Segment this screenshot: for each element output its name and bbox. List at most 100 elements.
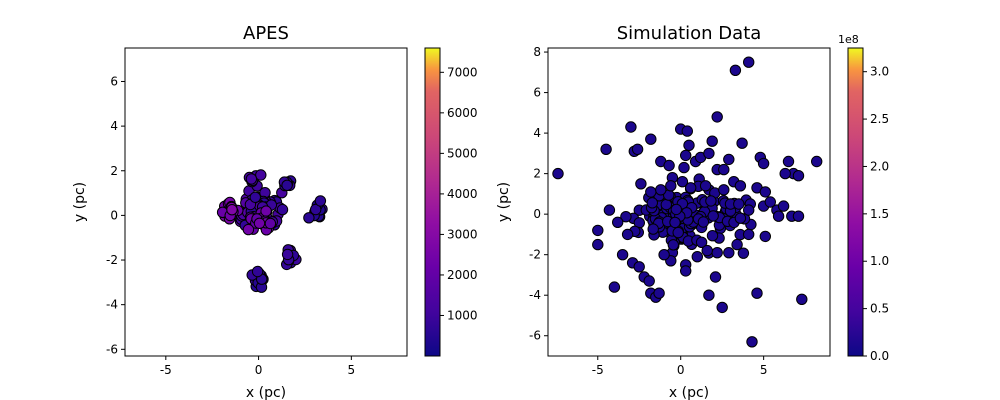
x-tick-label: 0 bbox=[255, 363, 263, 377]
colorbar-tick-label: 1.5 bbox=[870, 207, 889, 221]
scatter-point bbox=[711, 247, 723, 259]
scatter-point bbox=[303, 212, 315, 224]
scatter-point bbox=[665, 180, 677, 192]
scatter-point bbox=[310, 203, 322, 216]
scatter-point bbox=[699, 180, 712, 192]
scatter-point bbox=[643, 275, 655, 287]
x-axis: -5 0 5 bbox=[160, 356, 355, 377]
scatter-point bbox=[703, 289, 715, 301]
colorbar-tick-label: 6000 bbox=[447, 106, 478, 120]
scatter-point bbox=[552, 167, 564, 180]
scatter-point bbox=[716, 301, 728, 314]
plot-frame bbox=[547, 47, 831, 357]
scatter-point bbox=[733, 198, 745, 210]
y-axis: -6 -4 -2 0 2 4 6 bbox=[106, 74, 125, 356]
chart-title: APES bbox=[243, 23, 289, 44]
scatter-point bbox=[764, 196, 776, 208]
colorbar-gradient bbox=[847, 47, 864, 357]
colorbar-tick-label: 1.0 bbox=[870, 254, 889, 268]
scatter-point bbox=[706, 135, 718, 147]
colorbar-tick-label: 3000 bbox=[447, 227, 478, 241]
colorbar: 1e8 0.0 0.5 1.0 1.5 2.0 2.5 3.0 bbox=[838, 33, 889, 363]
scatter-point bbox=[592, 224, 604, 237]
scatter-point bbox=[635, 178, 647, 190]
scatter-point bbox=[718, 163, 730, 176]
y-tick-label: -4 bbox=[529, 288, 541, 302]
scatter-point bbox=[701, 244, 713, 257]
colorbar-gradient bbox=[424, 47, 441, 357]
scatter-point bbox=[245, 173, 258, 185]
y-tick-label: 0 bbox=[110, 208, 118, 222]
y-tick-label: 0 bbox=[533, 207, 541, 221]
colorbar-tick-label: 0.5 bbox=[870, 302, 889, 316]
colorbar-tick-label: 2.0 bbox=[870, 159, 889, 173]
scatter-point bbox=[731, 238, 743, 251]
scatter-point bbox=[685, 182, 697, 194]
scatter-points bbox=[216, 169, 328, 293]
y-tick-label: -6 bbox=[529, 329, 541, 343]
scatter-point bbox=[281, 248, 294, 261]
colorbar-tick-label: 4000 bbox=[447, 187, 478, 201]
scatter-point bbox=[663, 159, 675, 172]
scatter-point bbox=[676, 176, 689, 188]
scatter-point bbox=[625, 121, 637, 133]
scatter-point bbox=[737, 247, 750, 259]
plot-frame bbox=[124, 47, 408, 357]
colorbar-tick-label: 0.0 bbox=[870, 349, 889, 363]
scatter-point bbox=[608, 281, 621, 293]
scatter-point bbox=[772, 210, 785, 222]
scatter-point bbox=[695, 236, 708, 249]
y-tick-label: -2 bbox=[106, 253, 118, 267]
x-tick-label: 0 bbox=[677, 363, 685, 377]
colorbar-tick-label: 2000 bbox=[447, 268, 478, 282]
scatter-point bbox=[281, 179, 293, 192]
scatter-point bbox=[746, 336, 758, 348]
chart-title: Simulation Data bbox=[617, 23, 762, 44]
scatter-point bbox=[691, 251, 703, 263]
x-tick-label: 5 bbox=[760, 363, 768, 377]
apes-panel: APES -5 0 5 -6 -4 -2 0 2 4 6 x (pc) y (pc) 1000 2… bbox=[72, 23, 478, 400]
scatter-point bbox=[645, 133, 657, 145]
scatter-point bbox=[734, 180, 747, 192]
scatter-point bbox=[653, 287, 665, 299]
x-tick-label: 5 bbox=[348, 363, 356, 377]
scatter-point bbox=[314, 195, 327, 207]
scatter-point bbox=[669, 216, 681, 229]
scatter-point bbox=[646, 197, 658, 209]
scatter-point bbox=[743, 204, 755, 216]
colorbar-offset-label: 1e8 bbox=[838, 33, 859, 46]
scatter-point bbox=[592, 238, 604, 251]
scatter-point bbox=[242, 223, 255, 236]
scatter-point bbox=[711, 111, 723, 123]
scatter-point bbox=[631, 143, 644, 156]
scatter-point bbox=[603, 204, 616, 216]
colorbar-tick-label: 7000 bbox=[447, 65, 478, 79]
scatter-point bbox=[670, 203, 682, 216]
scatter-point bbox=[616, 249, 629, 261]
x-axis: -5 0 5 bbox=[592, 356, 768, 377]
y-tick-label: 2 bbox=[110, 164, 118, 178]
scatter-point bbox=[759, 186, 771, 198]
scatter-point bbox=[680, 149, 692, 162]
x-tick-label: -5 bbox=[160, 363, 172, 377]
scatter-point bbox=[706, 230, 719, 242]
scatter-point bbox=[683, 139, 695, 152]
scatter-point bbox=[718, 184, 730, 196]
scatter-point bbox=[249, 191, 262, 204]
scatter-point bbox=[796, 293, 808, 305]
scatter-point bbox=[260, 205, 272, 217]
scatter-point bbox=[743, 56, 755, 68]
y-tick-label: 2 bbox=[533, 167, 541, 181]
scatter-point bbox=[681, 125, 693, 137]
scatter-point bbox=[633, 261, 645, 273]
scatter-point bbox=[612, 216, 624, 229]
scatter-point bbox=[621, 228, 634, 241]
y-tick-label: 4 bbox=[533, 126, 541, 140]
scatter-point bbox=[736, 137, 748, 149]
scatter-point bbox=[723, 247, 735, 259]
x-tick-label: -5 bbox=[592, 363, 604, 377]
scatter-point bbox=[680, 265, 692, 277]
scatter-point bbox=[759, 230, 771, 243]
colorbar-tick-label: 5000 bbox=[447, 146, 478, 160]
